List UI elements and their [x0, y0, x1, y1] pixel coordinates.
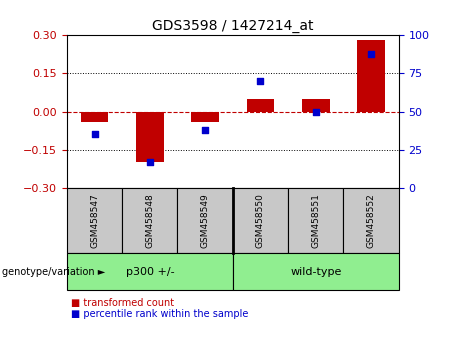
Text: wild-type: wild-type: [290, 267, 342, 277]
Text: ■ percentile rank within the sample: ■ percentile rank within the sample: [71, 309, 249, 319]
Text: GSM458552: GSM458552: [366, 193, 376, 248]
Bar: [191, 112, 219, 122]
Text: GSM458549: GSM458549: [201, 193, 210, 248]
Bar: [247, 99, 274, 112]
Title: GDS3598 / 1427214_at: GDS3598 / 1427214_at: [152, 19, 313, 33]
Text: GSM458550: GSM458550: [256, 193, 265, 248]
Text: GSM458547: GSM458547: [90, 193, 99, 248]
Point: [201, 127, 209, 133]
Point: [312, 109, 319, 114]
Bar: [357, 40, 385, 112]
Point: [367, 51, 375, 57]
Text: GSM458548: GSM458548: [145, 193, 154, 248]
Text: ■ transformed count: ■ transformed count: [71, 298, 175, 308]
Bar: [302, 99, 330, 112]
Point: [257, 78, 264, 84]
Point: [91, 131, 98, 137]
Text: genotype/variation ►: genotype/variation ►: [2, 267, 106, 277]
Text: GSM458551: GSM458551: [311, 193, 320, 248]
Bar: [136, 112, 164, 162]
Text: p300 +/-: p300 +/-: [125, 267, 174, 277]
Bar: [81, 112, 108, 122]
Point: [146, 159, 154, 165]
